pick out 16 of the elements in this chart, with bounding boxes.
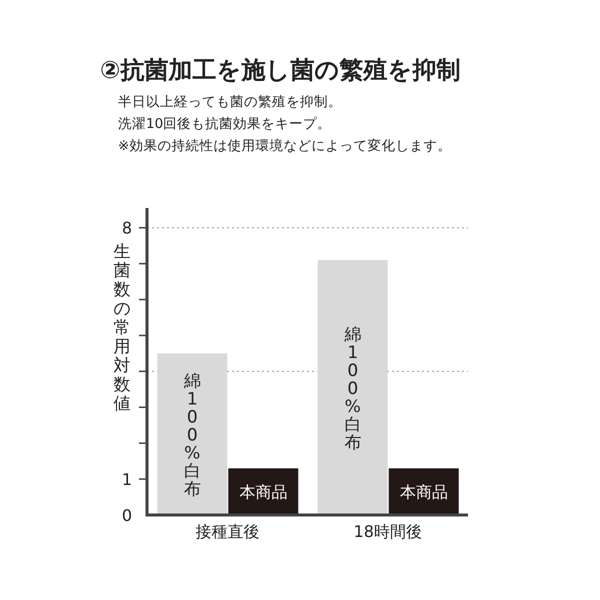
text: 洗濯10回後も抗菌効果をキープ。 — [118, 116, 332, 132]
y-tick-label: 8 — [122, 218, 132, 238]
bar: 綿100%白布 — [157, 353, 228, 515]
y-tick-label: 1 — [122, 470, 132, 490]
bar: 本商品 — [228, 468, 298, 515]
text: ※効果の持続性は使用環境などによって変化します。 — [118, 138, 452, 154]
series-label: 本商品 — [239, 482, 288, 502]
chart-title: ②抗菌加工を施し菌の繁殖を抑制 — [100, 56, 460, 84]
bar: 綿100%白布 — [318, 260, 388, 515]
text: 生菌数の常用対数値 — [114, 242, 130, 414]
series-label: 綿100%白布 — [182, 372, 201, 500]
y-tick-label: 0 — [122, 506, 132, 525]
chart-subtitle: 半日以上経っても菌の繁殖を抑制。 — [118, 94, 342, 110]
bar: 本商品 — [388, 468, 459, 515]
x-tick-label: 接種直後 — [195, 522, 260, 541]
x-tick-label: 18時間後 — [354, 522, 422, 541]
